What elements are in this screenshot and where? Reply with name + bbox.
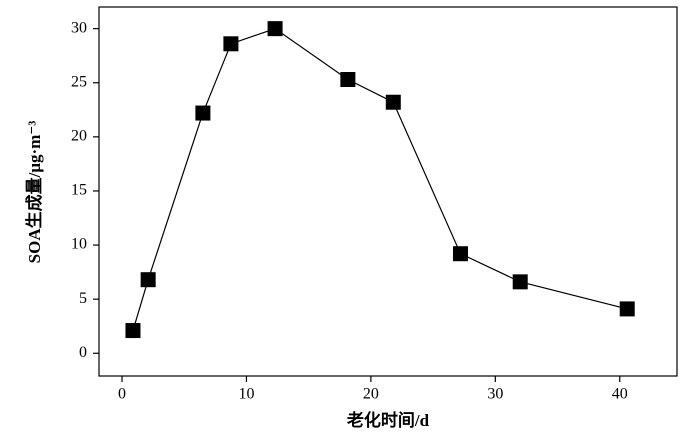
marker bbox=[195, 105, 211, 121]
data-line bbox=[132, 27, 628, 331]
y-tick-label: 5 bbox=[79, 290, 87, 307]
marker bbox=[340, 72, 356, 88]
y-tick-label: 20 bbox=[71, 128, 87, 145]
marker bbox=[223, 36, 239, 52]
marker bbox=[125, 323, 141, 339]
x-tick-label: 40 bbox=[612, 386, 628, 403]
marker bbox=[267, 21, 283, 37]
y-tick-label: 25 bbox=[71, 73, 87, 90]
x-tick-label: 10 bbox=[238, 386, 254, 403]
marker bbox=[619, 301, 635, 317]
x-tick-label: 30 bbox=[487, 386, 503, 403]
y-tick-label: 10 bbox=[71, 236, 87, 253]
marker bbox=[452, 246, 468, 262]
x-tick-label: 0 bbox=[118, 386, 126, 403]
y-tick-label: 30 bbox=[71, 19, 87, 36]
x-tick-label: 20 bbox=[363, 386, 379, 403]
marker bbox=[385, 94, 401, 110]
x-axis-label: 老化时间/d bbox=[346, 410, 430, 430]
marker bbox=[140, 272, 156, 288]
y-tick-label: 0 bbox=[79, 344, 87, 361]
marker bbox=[512, 274, 528, 290]
plot-frame bbox=[98, 6, 678, 377]
y-tick-label: 15 bbox=[71, 182, 87, 199]
y-axis-label: SOA生成量/μg·m⁻³ bbox=[24, 121, 44, 264]
